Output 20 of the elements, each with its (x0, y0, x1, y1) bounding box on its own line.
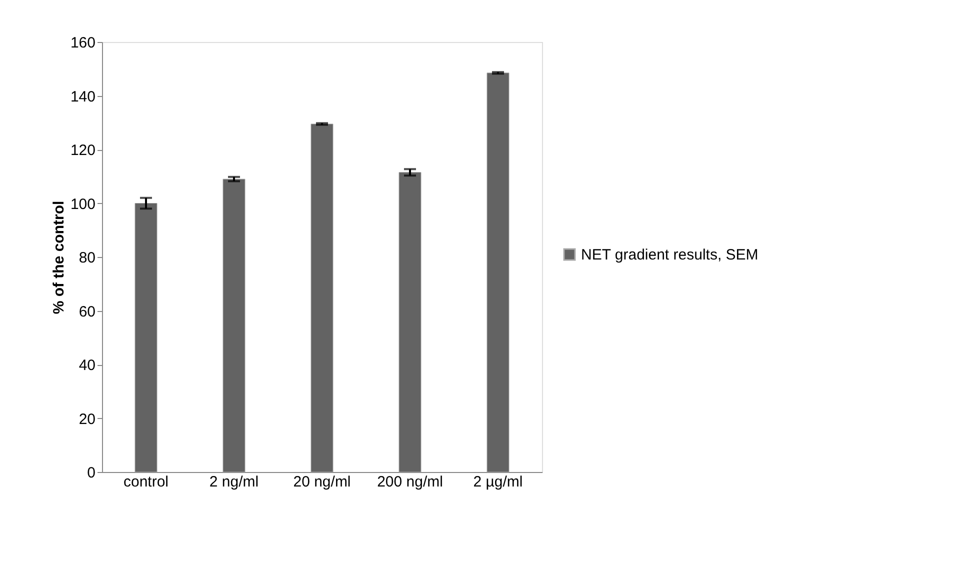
x-tick-label: 2 ng/ml (209, 474, 259, 490)
y-tick-label: 140 (70, 88, 96, 106)
x-tick-label: 200 ng/ml (377, 474, 443, 490)
bar (134, 203, 158, 472)
y-tick-label: 40 (78, 357, 96, 374)
x-tick-label: control (123, 474, 169, 490)
y-tick-label: 100 (70, 196, 96, 213)
y-tick-label: 0 (87, 464, 96, 482)
bar (486, 72, 510, 472)
y-axis-title: % of the control (50, 200, 68, 314)
y-tick-label: 80 (78, 250, 96, 266)
legend-label: NET gradient results, SEM (581, 246, 758, 264)
y-tick-label: 120 (70, 142, 96, 159)
x-tick-label: 20 ng/ml (293, 474, 351, 490)
y-tick-label: 60 (78, 303, 96, 320)
bar (398, 172, 422, 472)
x-tick-label: 2 µg/ml (473, 474, 523, 490)
y-tick-label: 160 (70, 34, 96, 52)
bar (310, 124, 334, 472)
y-tick-label: 20 (78, 410, 96, 428)
